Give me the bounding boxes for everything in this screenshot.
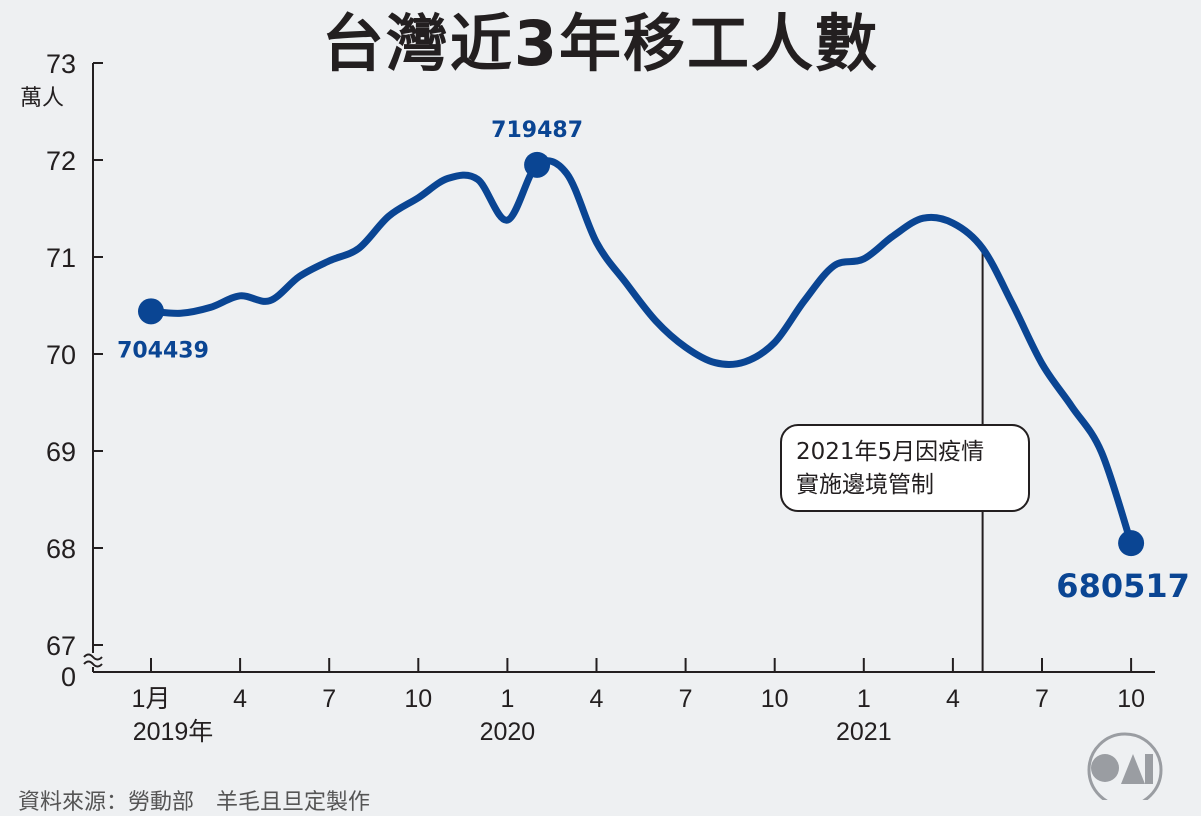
series-line (147, 157, 1135, 547)
callout-line-2: 實施邊境管制 (796, 472, 934, 498)
x-tick-label: 7 (322, 685, 336, 713)
y-tick-label: 67 (46, 631, 76, 661)
highlight-point (524, 151, 551, 178)
data-label: 680517 (1056, 567, 1190, 605)
x-tick-label: 7 (679, 685, 693, 713)
cna-logo (1087, 732, 1163, 800)
x-year-label: 2020 (480, 718, 536, 746)
y-tick-label: 70 (46, 340, 76, 370)
y-tick-label-zero: 0 (61, 662, 76, 692)
y-tick-label: 71 (46, 243, 76, 273)
x-tick-label: 7 (1035, 685, 1049, 713)
highlight-point (1118, 530, 1145, 557)
x-tick-label: 10 (404, 685, 432, 713)
data-label: 704439 (117, 338, 209, 363)
annotation-callout: 2021年5月因疫情 實施邊境管制 (780, 424, 1030, 512)
x-tick-label: 1月 (132, 685, 171, 713)
x-tick-label: 4 (233, 685, 247, 713)
x-tick-label: 1 (857, 685, 871, 713)
data-label: 719487 (491, 118, 583, 143)
highlight-point (138, 298, 164, 325)
y-tick-label: 73 (46, 49, 76, 79)
x-tick-label: 10 (761, 685, 789, 713)
y-unit-label: 萬人 (20, 86, 64, 111)
x-year-label: 2021 (836, 718, 892, 746)
x-tick-label: 10 (1117, 685, 1145, 713)
x-tick-label: 1 (500, 685, 514, 713)
x-tick-label: 4 (946, 685, 960, 713)
chart-title: 台灣近3年移工人數 (321, 7, 880, 80)
axis-break-icon (83, 653, 103, 668)
y-tick-label: 72 (46, 146, 76, 176)
x-tick-label: 4 (590, 685, 604, 713)
y-tick-label: 69 (46, 437, 76, 467)
source-note: 資料來源：勞動部 羊毛且旦定製作 (18, 790, 371, 815)
x-year-label: 2019年 (133, 718, 214, 746)
y-tick-label: 68 (46, 534, 76, 564)
callout-line-1: 2021年5月因疫情 (796, 439, 985, 465)
